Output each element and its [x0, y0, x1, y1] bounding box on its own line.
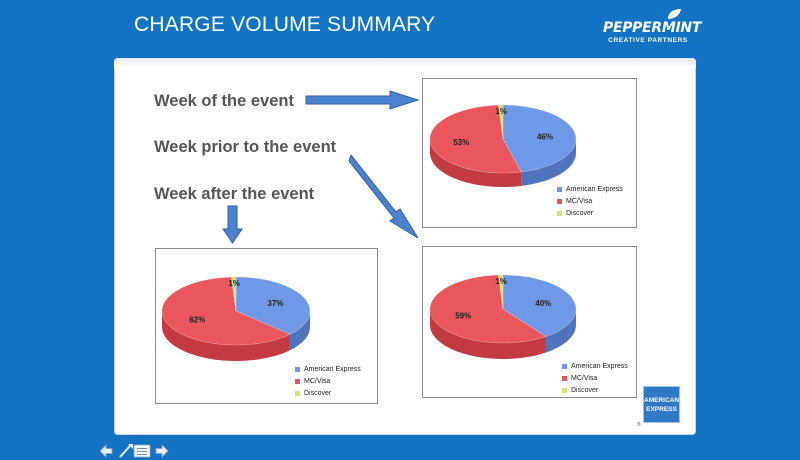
arrow-week-of — [305, 90, 420, 110]
pie-slice-mc-visa — [161, 276, 291, 346]
slide-title: CHARGE VOLUME SUMMARY — [134, 13, 436, 36]
legend-label: MC/Visa — [571, 374, 598, 382]
legend-item-mcvisa: MC/Visa — [562, 372, 628, 384]
legend-swatch — [562, 363, 567, 369]
chart-week-prior-event: 40% 59% 1% American Express MC/Visa Discov… — [422, 246, 637, 398]
legend-item-mcvisa: MC/Visa — [295, 375, 361, 387]
label-week-prior-event: Week prior to the event — [154, 138, 337, 156]
forward-arrow-icon[interactable] — [155, 443, 169, 459]
pie-slice-discover — [231, 276, 237, 312]
pie-chart: 46% 53% 1% — [429, 104, 577, 187]
legend-item-amex: American Express — [295, 363, 361, 375]
legend-label: American Express — [566, 185, 623, 193]
pie-slice-mc-visa — [429, 104, 522, 174]
legend-label: American Express — [571, 362, 628, 370]
legend-label: MC/Visa — [304, 377, 331, 385]
legend-swatch — [557, 210, 562, 216]
registered-mark: ® — [637, 422, 641, 428]
legend-item-amex: American Express — [562, 360, 628, 372]
amex-logo-line2: EXPRESS — [646, 406, 677, 413]
logo-subtitle: CREATIVE PARTNERS — [608, 37, 688, 44]
pie-side-mc-visa — [162, 311, 290, 361]
pie-data-label: 1% — [228, 279, 240, 288]
pie-slice-american-express — [502, 104, 577, 173]
pie-data-label: 1% — [495, 107, 507, 116]
pie-slice-american-express — [502, 274, 577, 337]
legend-label: Discover — [304, 389, 332, 397]
legend-label: Discover — [571, 386, 599, 394]
pie-slice-discover — [498, 274, 504, 310]
pie-slice-discover — [498, 104, 504, 140]
pie-slice-mc-visa — [429, 274, 547, 344]
legend-item-discover: Discover — [557, 207, 623, 219]
pie-side-american-express — [289, 311, 310, 351]
chart-legend: American Express MC/Visa Discover — [295, 363, 361, 399]
legend-item-amex: American Express — [557, 183, 623, 195]
pie-data-label: 40% — [535, 299, 551, 308]
legend-item-mcvisa: MC/Visa — [557, 195, 623, 207]
pie-data-label: 1% — [495, 277, 507, 286]
legend-item-discover: Discover — [562, 384, 628, 396]
legend-swatch — [562, 375, 567, 381]
legend-swatch — [295, 390, 300, 396]
legend-swatch — [562, 387, 567, 393]
amex-logo-line1: AMERICAN — [644, 397, 680, 404]
pie-chart: 37% 62% 1% — [161, 276, 311, 361]
arrow-week-prior — [348, 153, 419, 239]
legend-swatch — [295, 378, 300, 384]
panel-top-shade — [114, 58, 696, 68]
legend-swatch — [557, 186, 562, 192]
pie-data-label: 46% — [537, 133, 553, 142]
legend-swatch — [557, 198, 562, 204]
pie-side-american-express — [545, 309, 576, 353]
back-arrow-icon[interactable] — [99, 443, 113, 459]
pie-side-mc-visa — [430, 139, 522, 187]
pie-data-label: 53% — [453, 138, 469, 147]
legend-swatch — [295, 366, 300, 372]
chart-week-after-event: 37% 62% 1% American Express MC/Visa Discov… — [155, 248, 378, 404]
chart-week-of-event: 46% 53% 1% American Express MC/Visa Discov… — [422, 78, 637, 228]
legend-label: American Express — [304, 365, 361, 373]
chart-legend: American Express MC/Visa Discover — [562, 360, 628, 396]
pie-data-label: 37% — [267, 299, 283, 308]
leaf-icon — [668, 9, 681, 19]
legend-item-discover: Discover — [295, 387, 361, 399]
pie-chart: 40% 59% 1% — [429, 274, 577, 359]
american-express-logo: AMERICAN EXPRESS — [643, 386, 680, 423]
pie-data-label: 62% — [189, 315, 205, 324]
legend-label: MC/Visa — [566, 197, 593, 205]
pie-slice-american-express — [235, 276, 311, 335]
menu-icon[interactable] — [118, 443, 154, 459]
legend-label: Discover — [566, 209, 594, 217]
label-week-after-event: Week after the event — [154, 185, 315, 203]
label-week-of-event: Week of the event — [154, 92, 294, 110]
pie-data-label: 59% — [455, 312, 471, 321]
logo-brand: PEPPERMINT — [603, 20, 702, 36]
chart-legend: American Express MC/Visa Discover — [557, 183, 623, 219]
pie-side-american-express — [521, 139, 576, 186]
peppermint-logo: PEPPERMINT CREATIVE PARTNERS — [603, 8, 702, 48]
pie-side-mc-visa — [430, 309, 546, 359]
arrow-week-after — [222, 205, 243, 244]
